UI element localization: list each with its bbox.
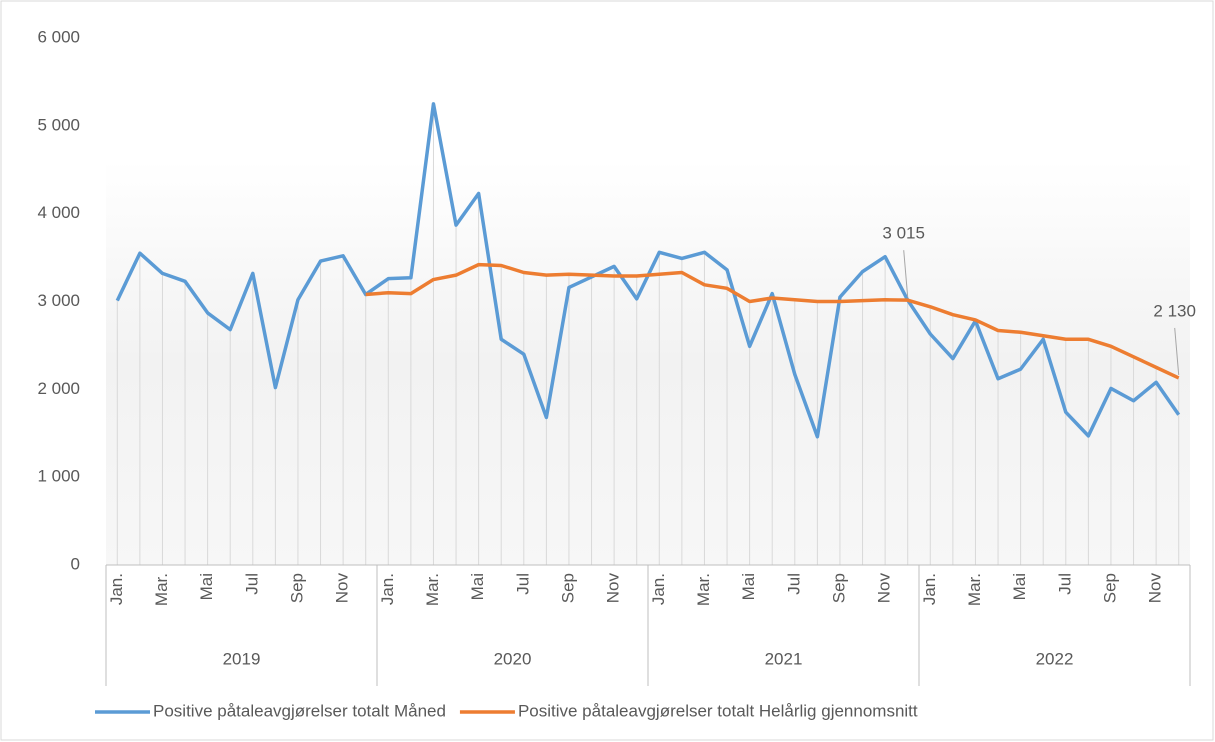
x-tick-label: Mai bbox=[1010, 573, 1029, 600]
legend-label: Positive påtaleavgjørelser totalt Helårl… bbox=[518, 701, 918, 720]
x-tick-label: Jan. bbox=[920, 573, 939, 605]
x-group-label: 2020 bbox=[494, 649, 532, 668]
x-tick-label: Jan. bbox=[378, 573, 397, 605]
x-tick-label: Mai bbox=[739, 573, 758, 600]
legend-label: Positive påtaleavgjørelser totalt Måned bbox=[153, 701, 446, 720]
x-group-label: 2022 bbox=[1036, 649, 1074, 668]
y-tick-label: 1 000 bbox=[37, 467, 80, 486]
x-tick-label: Jul bbox=[513, 573, 532, 595]
x-tick-label: Nov bbox=[875, 573, 894, 604]
y-tick-label: 6 000 bbox=[37, 27, 80, 46]
y-tick-label: 4 000 bbox=[37, 203, 80, 222]
label-leader bbox=[1174, 327, 1180, 375]
y-tick-label: 5 000 bbox=[37, 115, 80, 134]
x-tick-label: Mar. bbox=[152, 573, 171, 606]
x-group-label: 2021 bbox=[765, 649, 803, 668]
x-tick-label: Jul bbox=[1055, 573, 1074, 595]
x-tick-label: Sep bbox=[558, 573, 577, 603]
x-tick-label: Jul bbox=[784, 573, 803, 595]
x-tick-label: Sep bbox=[287, 573, 306, 603]
x-tick-label: Sep bbox=[1100, 573, 1119, 603]
x-tick-label: Nov bbox=[1146, 573, 1165, 604]
data-label: 2 130 bbox=[1153, 301, 1196, 320]
x-tick-label: Mar. bbox=[423, 573, 442, 606]
x-tick-label: Mar. bbox=[694, 573, 713, 606]
x-tick-label: Nov bbox=[333, 573, 352, 604]
x-tick-label: Nov bbox=[604, 573, 623, 604]
y-tick-label: 0 bbox=[71, 554, 80, 573]
x-tick-label: Sep bbox=[829, 573, 848, 603]
x-group-label: 2019 bbox=[223, 649, 261, 668]
x-tick-label: Mai bbox=[197, 573, 216, 600]
x-tick-label: Jan. bbox=[649, 573, 668, 605]
label-leader bbox=[903, 250, 909, 298]
x-tick-label: Mar. bbox=[965, 573, 984, 606]
y-tick-label: 2 000 bbox=[37, 379, 80, 398]
x-tick-label: Mai bbox=[468, 573, 487, 600]
x-tick-label: Jul bbox=[242, 573, 261, 595]
data-label: 3 015 bbox=[882, 224, 925, 243]
y-tick-label: 3 000 bbox=[37, 291, 80, 310]
series-line bbox=[365, 262, 1180, 380]
x-tick-label: Jan. bbox=[107, 573, 126, 605]
plot-background bbox=[106, 160, 1190, 565]
